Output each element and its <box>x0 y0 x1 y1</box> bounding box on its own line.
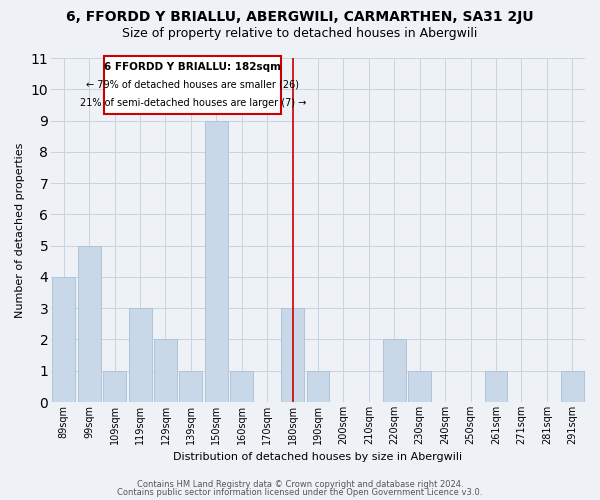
Bar <box>307 370 329 402</box>
Bar <box>205 120 228 402</box>
Text: Contains public sector information licensed under the Open Government Licence v3: Contains public sector information licen… <box>118 488 482 497</box>
Text: 21% of semi-detached houses are larger (7) →: 21% of semi-detached houses are larger (… <box>80 98 306 108</box>
Text: 6 FFORDD Y BRIALLU: 182sqm: 6 FFORDD Y BRIALLU: 182sqm <box>104 62 281 72</box>
Bar <box>52 277 75 402</box>
Bar <box>154 340 177 402</box>
Text: Contains HM Land Registry data © Crown copyright and database right 2024.: Contains HM Land Registry data © Crown c… <box>137 480 463 489</box>
Bar <box>485 370 508 402</box>
FancyBboxPatch shape <box>104 56 281 114</box>
Bar <box>561 370 584 402</box>
Bar <box>78 246 101 402</box>
Text: 6, FFORDD Y BRIALLU, ABERGWILI, CARMARTHEN, SA31 2JU: 6, FFORDD Y BRIALLU, ABERGWILI, CARMARTH… <box>66 10 534 24</box>
Bar <box>128 308 152 402</box>
Bar <box>179 370 202 402</box>
X-axis label: Distribution of detached houses by size in Abergwili: Distribution of detached houses by size … <box>173 452 463 462</box>
Y-axis label: Number of detached properties: Number of detached properties <box>15 142 25 318</box>
Bar <box>230 370 253 402</box>
Bar <box>281 308 304 402</box>
Bar <box>408 370 431 402</box>
Bar <box>103 370 126 402</box>
Text: Size of property relative to detached houses in Abergwili: Size of property relative to detached ho… <box>122 28 478 40</box>
Text: ← 79% of detached houses are smaller (26): ← 79% of detached houses are smaller (26… <box>86 80 299 90</box>
Bar <box>383 340 406 402</box>
